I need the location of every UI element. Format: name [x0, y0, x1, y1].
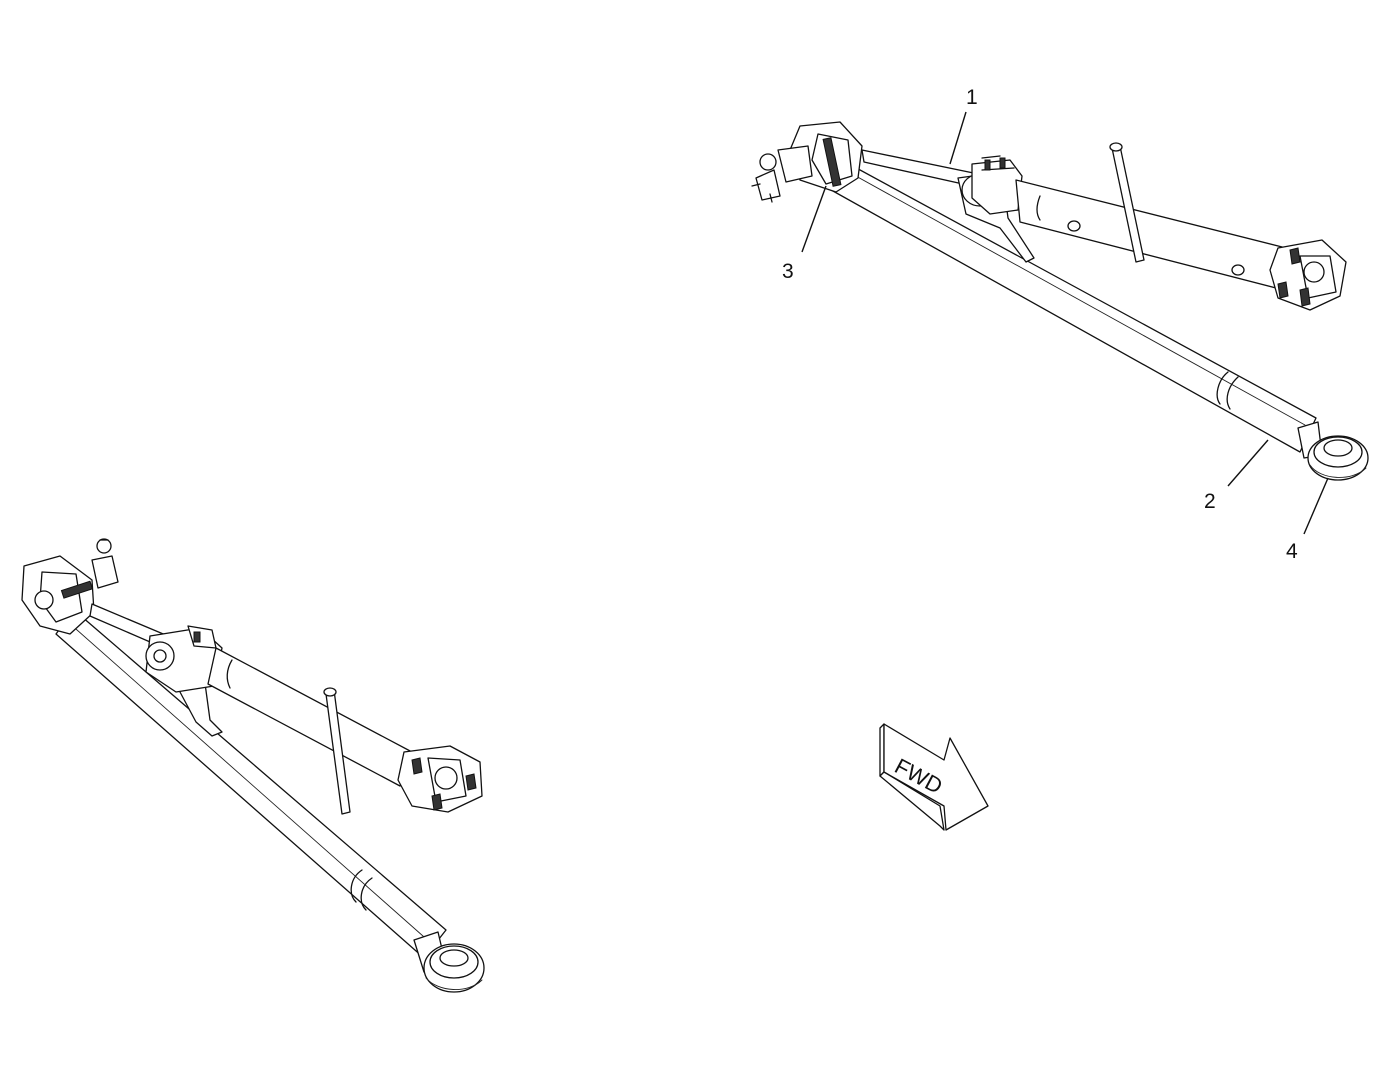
upper-strut-assembly — [751, 121, 1369, 481]
lower-middle-clamp — [145, 625, 223, 693]
callout-labels: 1 2 3 4 — [782, 86, 1298, 563]
leader-2 — [1227, 439, 1269, 487]
secondary-tube — [1015, 179, 1295, 291]
leader-1 — [949, 111, 967, 165]
callout-2: 2 — [1204, 490, 1216, 513]
lower-right-end-fitting — [397, 745, 483, 813]
right-end-fitting — [1269, 239, 1347, 311]
main-tube-highlight — [844, 169, 1306, 426]
middle-clamp — [971, 155, 1023, 215]
tube-sleeve-band — [1216, 371, 1229, 405]
fwd-arrow: FWD — [879, 723, 989, 831]
leader-4 — [1303, 477, 1329, 535]
lower-rod-end-bearing — [413, 931, 485, 993]
fwd-arrow-body — [883, 723, 989, 831]
fwd-arrow-depth-bottom — [879, 771, 945, 831]
rod-end-bearing — [1297, 421, 1369, 481]
callout-leaders — [801, 111, 1329, 535]
callout-4: 4 — [1286, 540, 1298, 563]
leader-3 — [801, 185, 827, 253]
callout-3: 3 — [782, 260, 794, 283]
tube-sleeve-band-2 — [1226, 376, 1239, 410]
upper-joint-fitting — [751, 121, 863, 203]
lower-secondary-tube — [207, 647, 413, 787]
lower-joint-fitting — [21, 538, 119, 635]
lower-strut-assembly — [21, 538, 485, 993]
callout-1: 1 — [966, 86, 978, 109]
